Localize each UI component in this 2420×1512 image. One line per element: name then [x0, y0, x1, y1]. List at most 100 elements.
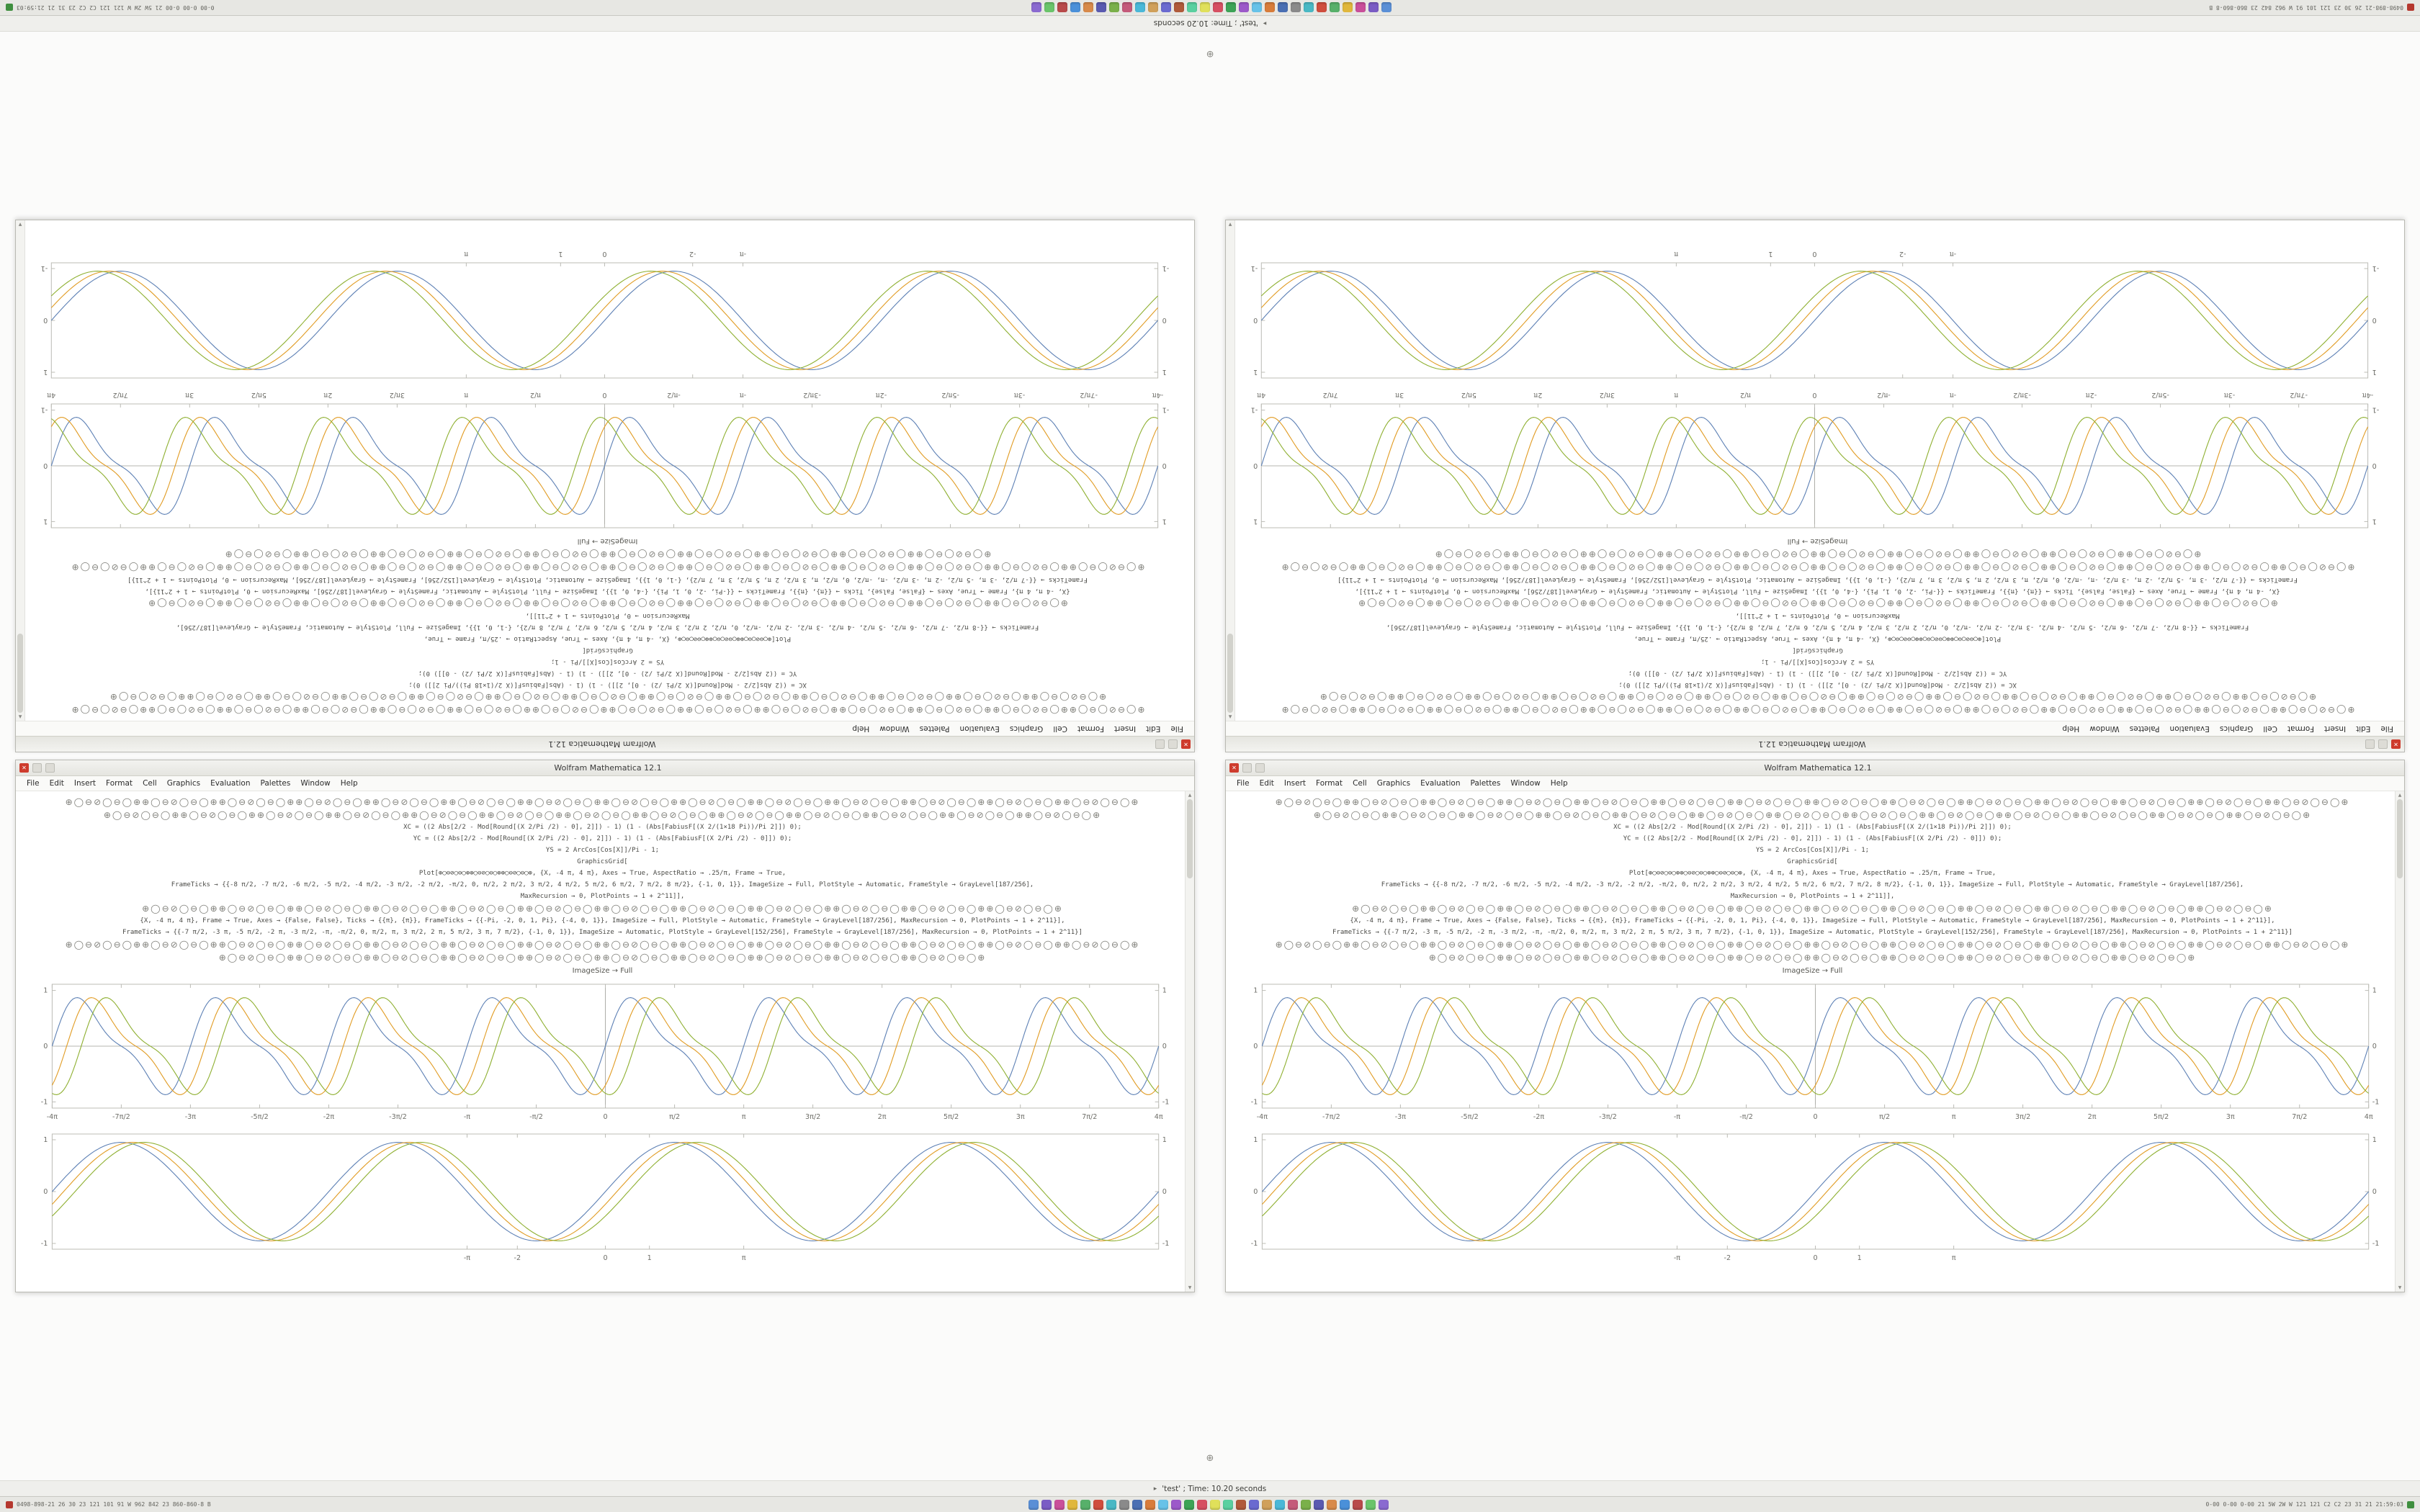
- menu-item-help[interactable]: Help: [340, 779, 358, 788]
- taskbar-app-icon[interactable]: [1080, 1499, 1090, 1510]
- menu-item-insert[interactable]: Insert: [2323, 724, 2347, 733]
- code-cell[interactable]: Plot[⊕◯⊖⊘◯⊖◯⊕⊕◯⊖⊘◯⊖◯⊕⊕◯⊖⊘◯⊖◯⊕, {X, -4 π,…: [1634, 635, 2002, 642]
- code-cell[interactable]: YS = 2 ArcCos[Cos[X]]/Pi - 1;: [1760, 658, 1875, 665]
- taskbar-app-icon[interactable]: [1274, 1499, 1285, 1510]
- code-cell[interactable]: FrameTicks → {{-7 π/2, -3 π, -5 π/2, -2 …: [127, 576, 1088, 583]
- notebook-cells-area[interactable]: ⊕◯⊖⊘◯⊖◯⊕⊕◯⊖⊘◯⊖◯⊕⊕◯⊖⊘◯⊖◯⊕⊕◯⊖⊘◯⊖◯⊕⊕◯⊖⊘◯⊖◯⊕…: [25, 220, 1194, 721]
- code-cell[interactable]: FrameTicks → {{-8 π/2, -7 π/2, -6 π/2, -…: [176, 624, 1039, 631]
- window-titlebar[interactable]: ✕ Wolfram Mathematica 12.1: [1226, 736, 2404, 752]
- menu-item-format[interactable]: Format: [106, 779, 133, 788]
- taskbar-app-icon[interactable]: [1326, 1499, 1337, 1510]
- minimize-button[interactable]: [1242, 763, 1252, 773]
- scroll-up-icon[interactable]: ▲: [18, 714, 22, 719]
- notebook-cells-area[interactable]: ⊕◯⊖⊘◯⊖◯⊕⊕◯⊖⊘◯⊖◯⊕⊕◯⊖⊘◯⊖◯⊕⊕◯⊖⊘◯⊖◯⊕⊕◯⊖⊘◯⊖◯⊕…: [16, 791, 1185, 1292]
- taskbar-app-icon[interactable]: [1106, 1499, 1116, 1510]
- taskbar-app-icon[interactable]: [1096, 2, 1107, 13]
- menu-item-edit[interactable]: Edit: [49, 779, 64, 788]
- minimize-button[interactable]: [1168, 739, 1178, 749]
- taskbar-app-icon[interactable]: [1131, 1499, 1142, 1510]
- notebook-cells-area[interactable]: ⊕◯⊖⊘◯⊖◯⊕⊕◯⊖⊘◯⊖◯⊕⊕◯⊖⊘◯⊖◯⊕⊕◯⊖⊘◯⊖◯⊕⊕◯⊖⊘◯⊖◯⊕…: [1235, 220, 2404, 721]
- taskbar-app-icon[interactable]: [1343, 2, 1353, 13]
- minimize-button[interactable]: [32, 763, 42, 773]
- code-cell[interactable]: YS = 2 ArcCos[Cos[X]]/Pi - 1;: [545, 847, 660, 854]
- code-cell[interactable]: MaxRecursion → 0, PlotPoints → 1 + 2^11]…: [525, 612, 690, 619]
- code-cell[interactable]: XC = ((2 Abs[2/2 - Mod[Round[(X 2/Pi /2)…: [408, 681, 807, 688]
- taskbar-app-icon[interactable]: [1252, 2, 1263, 13]
- scroll-down-icon[interactable]: ▼: [1228, 222, 1232, 227]
- code-cell[interactable]: {X, -4 π, 4 π}, Frame → True, Axes → {Fa…: [1350, 917, 2275, 924]
- menu-item-edit[interactable]: Edit: [2356, 724, 2371, 733]
- menu-item-palettes[interactable]: Palettes: [2129, 724, 2160, 733]
- scrollbar-thumb[interactable]: [1227, 634, 1233, 713]
- taskbar-app-icon[interactable]: [1239, 2, 1250, 13]
- taskbar-app-icon[interactable]: [1304, 2, 1314, 13]
- taskbar-app-icon[interactable]: [1174, 2, 1185, 13]
- scroll-down-icon[interactable]: ▼: [18, 222, 22, 227]
- menu-item-palettes[interactable]: Palettes: [1470, 779, 1501, 788]
- taskbar-app-icon[interactable]: [1109, 2, 1120, 13]
- taskbar-app-icon[interactable]: [1028, 1499, 1039, 1510]
- menu-item-window[interactable]: Window: [2089, 724, 2120, 733]
- taskbar-app-icon[interactable]: [1093, 1499, 1103, 1510]
- code-cell[interactable]: GraphicsGrid[: [582, 647, 633, 654]
- menu-item-cell[interactable]: Cell: [143, 779, 157, 788]
- menu-item-insert[interactable]: Insert: [73, 779, 97, 788]
- close-icon[interactable]: ✕: [1229, 763, 1239, 773]
- code-cell[interactable]: GraphicsGrid[: [577, 858, 628, 865]
- taskbar-app-icon[interactable]: [1352, 1499, 1363, 1510]
- menu-item-help[interactable]: Help: [1550, 779, 1568, 788]
- maximize-button[interactable]: [1155, 739, 1165, 749]
- mathematica-window[interactable]: ✕ Wolfram Mathematica 12.1 File Edit Inser…: [1225, 220, 2405, 752]
- taskbar-app-icon[interactable]: [1070, 2, 1081, 13]
- menu-item-evaluation[interactable]: Evaluation: [2169, 724, 2210, 733]
- vertical-scrollbar[interactable]: ▲ ▼: [1185, 791, 1194, 1292]
- taskbar-app-icon[interactable]: [1083, 2, 1094, 13]
- code-cell[interactable]: YS = 2 ArcCos[Cos[X]]/Pi - 1;: [550, 658, 665, 665]
- code-cell[interactable]: YC = ((2 Abs[2/2 - Mod[Round[(X 2/Pi /2)…: [413, 835, 792, 842]
- code-cell[interactable]: XC = ((2 Abs[2/2 - Mod[Round[(X 2/Pi /2)…: [1613, 824, 2012, 831]
- taskbar-app-icon[interactable]: [1200, 2, 1211, 13]
- taskbar-app-icon[interactable]: [1339, 1499, 1350, 1510]
- taskbar-app-icon[interactable]: [1300, 1499, 1311, 1510]
- code-cell[interactable]: FrameTicks → {{-8 π/2, -7 π/2, -6 π/2, -…: [1386, 624, 2249, 631]
- code-cell[interactable]: FrameTicks → {{-8 π/2, -7 π/2, -6 π/2, -…: [171, 881, 1034, 888]
- taskbar-app-icon[interactable]: [1235, 1499, 1246, 1510]
- taskbar-app-icon[interactable]: [1248, 1499, 1259, 1510]
- vertical-scrollbar[interactable]: ▲ ▼: [2395, 791, 2404, 1292]
- code-cell[interactable]: {X, -4 π, 4 π}, Frame → True, Axes → {Fa…: [145, 588, 1070, 595]
- taskbar-app-icon[interactable]: [1213, 2, 1224, 13]
- code-cell[interactable]: {X, -4 π, 4 π}, Frame → True, Axes → {Fa…: [140, 917, 1065, 924]
- minimize-button[interactable]: [2378, 739, 2388, 749]
- code-cell[interactable]: FrameTicks → {{-7 π/2, -3 π, -5 π/2, -2 …: [1337, 576, 2298, 583]
- taskbar-app-icon[interactable]: [1317, 2, 1327, 13]
- close-icon[interactable]: ✕: [1181, 739, 1191, 749]
- taskbar-app-icon[interactable]: [1365, 1499, 1376, 1510]
- taskbar-app-icon[interactable]: [1278, 2, 1289, 13]
- taskbar-app-icon[interactable]: [1291, 2, 1301, 13]
- taskbar-app-icon[interactable]: [1265, 2, 1276, 13]
- taskbar[interactable]: 0498-898-21 26 30 23 121 101 91 W 962 84…: [0, 0, 2420, 16]
- maximize-button[interactable]: [45, 763, 55, 773]
- taskbar-app-icon[interactable]: [1187, 2, 1198, 13]
- maximize-button[interactable]: [2365, 739, 2375, 749]
- menu-item-edit[interactable]: Edit: [1259, 779, 1274, 788]
- menu-item-cell[interactable]: Cell: [1053, 724, 1067, 733]
- scroll-up-icon[interactable]: ▲: [1228, 714, 1232, 719]
- taskbar-app-icon[interactable]: [1044, 2, 1055, 13]
- code-cell[interactable]: XC = ((2 Abs[2/2 - Mod[Round[(X 2/Pi /2)…: [1618, 681, 2017, 688]
- menu-item-format[interactable]: Format: [2287, 724, 2314, 733]
- menu-item-evaluation[interactable]: Evaluation: [210, 779, 251, 788]
- code-cell[interactable]: YC = ((2 Abs[2/2 - Mod[Round[(X 2/Pi /2)…: [1623, 835, 2002, 842]
- taskbar-app-icon[interactable]: [1381, 2, 1392, 13]
- taskbar-app-icon[interactable]: [1313, 1499, 1324, 1510]
- window-titlebar[interactable]: ✕ Wolfram Mathematica 12.1: [16, 736, 1194, 752]
- menu-item-cell[interactable]: Cell: [2263, 724, 2277, 733]
- taskbar-app-icon[interactable]: [1368, 2, 1379, 13]
- taskbar-app-icon[interactable]: [1031, 2, 1042, 13]
- menu-item-insert[interactable]: Insert: [1283, 779, 1307, 788]
- menu-item-cell[interactable]: Cell: [1353, 779, 1367, 788]
- menu-item-graphics[interactable]: Graphics: [1376, 779, 1411, 788]
- taskbar-app-icon[interactable]: [1226, 2, 1237, 13]
- taskbar-app-icon[interactable]: [1057, 2, 1068, 13]
- code-cell[interactable]: YS = 2 ArcCos[Cos[X]]/Pi - 1;: [1755, 847, 1870, 854]
